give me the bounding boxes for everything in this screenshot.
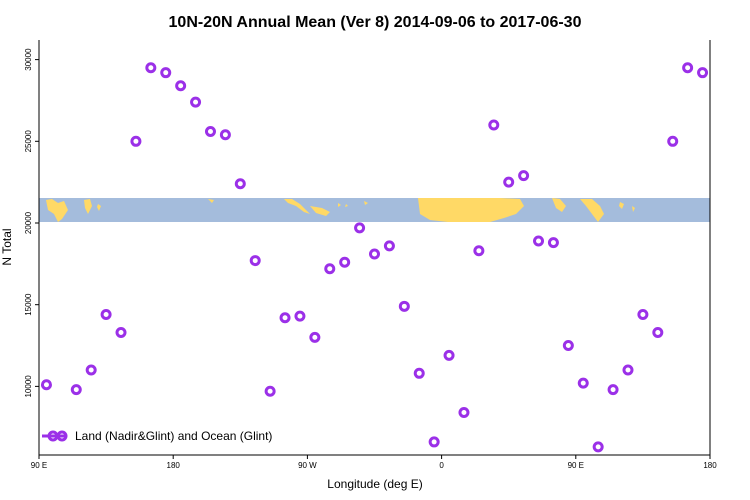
x-tick-label-0: 90 E (31, 461, 47, 470)
data-point-25 (428, 436, 440, 448)
land-se-asia-2 (619, 202, 624, 209)
data-point-28 (473, 245, 485, 257)
land-africa (418, 198, 524, 222)
data-point-14 (264, 385, 276, 397)
data-point-36 (592, 441, 604, 453)
data-point-41 (667, 135, 679, 147)
x-tick-label-1: 180 (167, 461, 181, 470)
y-ticks: 10000 15000 20000 25000 30000 (24, 48, 39, 398)
legend: Land (Nadir&Glint) and Ocean (Glint) (42, 429, 272, 443)
data-point-34 (562, 340, 574, 352)
data-point-42 (682, 62, 694, 74)
world-map-strip (39, 198, 710, 222)
plot-frame (38, 40, 711, 456)
chart-title: 10N-20N Annual Mean (Ver 8) 2014-09-06 t… (169, 14, 582, 31)
data-point-27 (458, 407, 470, 419)
data-point-13 (249, 255, 261, 267)
data-point-31 (518, 170, 530, 182)
land-island-2 (208, 199, 214, 203)
land-india-2 (580, 199, 604, 222)
y-tick-label-3: 25000 (24, 130, 33, 153)
land-arabia (552, 198, 566, 212)
x-ticks: 90 E 180 90 W 0 90 E 180 (31, 455, 717, 470)
land-island-3 (632, 206, 635, 212)
data-point-43 (697, 67, 709, 79)
data-point-0 (40, 379, 52, 391)
data-point-38 (622, 364, 634, 376)
data-point-17 (309, 331, 321, 343)
data-point-32 (533, 235, 545, 247)
data-point-2 (85, 364, 97, 376)
legend-label: Land (Nadir&Glint) and Ocean (Glint) (75, 429, 272, 443)
data-point-24 (413, 367, 425, 379)
land-caribbean-2 (345, 204, 348, 207)
land-india (46, 199, 68, 222)
y-tick-label-0: 10000 (24, 375, 33, 398)
data-point-1 (70, 384, 82, 396)
data-point-15 (279, 312, 291, 324)
x-axis-label: Longitude (deg E) (327, 477, 422, 491)
data-points (40, 62, 709, 453)
data-point-7 (160, 67, 172, 79)
x-tick-label-5: 180 (703, 461, 717, 470)
data-point-18 (324, 263, 336, 275)
land-caribbean-3 (364, 201, 368, 205)
x-tick-label-3: 0 (439, 461, 444, 470)
land-caribbean-1 (338, 203, 341, 207)
legend-marker-2 (56, 430, 68, 442)
data-point-16 (294, 310, 306, 322)
data-point-39 (637, 308, 649, 320)
data-point-26 (443, 349, 455, 361)
y-tick-label-1: 15000 (24, 293, 33, 316)
data-point-12 (234, 178, 246, 190)
land-panama (310, 206, 330, 216)
data-point-4 (115, 326, 127, 338)
data-point-37 (607, 384, 619, 396)
x-tick-label-2: 90 W (298, 461, 317, 470)
data-point-5 (130, 135, 142, 147)
x-tick-label-4: 90 E (568, 461, 584, 470)
y-tick-label-2: 20000 (24, 211, 33, 234)
data-point-30 (503, 176, 515, 188)
y-axis-label: N Total (0, 228, 14, 265)
land-se-asia (84, 199, 92, 214)
data-point-9 (190, 96, 202, 108)
data-point-29 (488, 119, 500, 131)
data-point-22 (383, 240, 395, 252)
data-point-35 (577, 377, 589, 389)
data-point-11 (219, 129, 231, 141)
data-point-6 (145, 62, 157, 74)
data-point-10 (204, 125, 216, 137)
land-island-1 (97, 204, 101, 211)
land-masses (46, 198, 635, 222)
data-point-40 (652, 326, 664, 338)
data-point-19 (339, 256, 351, 268)
y-tick-label-4: 30000 (24, 48, 33, 71)
ocean-band (39, 198, 710, 222)
land-central-america (284, 199, 310, 214)
data-point-8 (175, 80, 187, 92)
data-point-21 (369, 248, 380, 260)
data-point-23 (398, 300, 410, 312)
data-point-20 (354, 222, 366, 234)
data-point-3 (100, 308, 112, 320)
data-point-33 (547, 237, 559, 249)
